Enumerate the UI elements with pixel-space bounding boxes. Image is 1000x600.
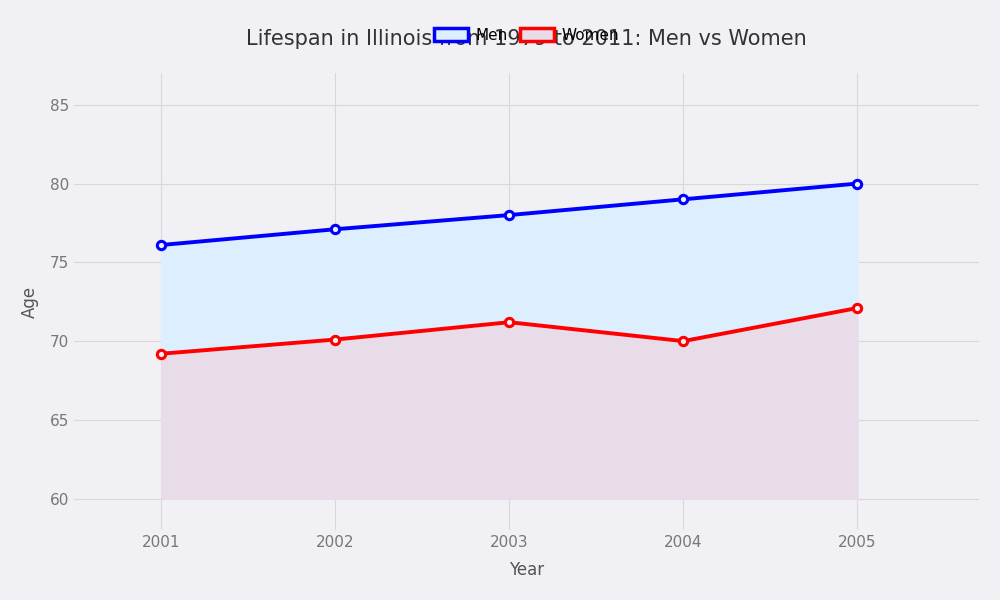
Y-axis label: Age: Age: [21, 286, 39, 318]
Title: Lifespan in Illinois from 1979 to 2011: Men vs Women: Lifespan in Illinois from 1979 to 2011: …: [246, 29, 807, 49]
X-axis label: Year: Year: [509, 561, 544, 579]
Legend: Men, Women: Men, Women: [428, 22, 625, 49]
